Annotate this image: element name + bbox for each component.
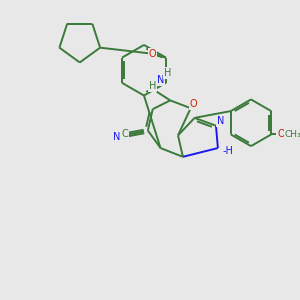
Text: C: C (121, 129, 128, 140)
Text: N: N (157, 75, 164, 85)
Text: H: H (149, 81, 156, 91)
Text: N: N (113, 132, 120, 142)
Text: H: H (164, 68, 171, 78)
Text: O: O (190, 99, 197, 109)
Text: CH₃: CH₃ (284, 130, 300, 139)
Text: N: N (217, 116, 224, 126)
Text: O: O (148, 49, 156, 59)
Text: O: O (277, 129, 285, 140)
Text: -H: -H (222, 146, 233, 156)
